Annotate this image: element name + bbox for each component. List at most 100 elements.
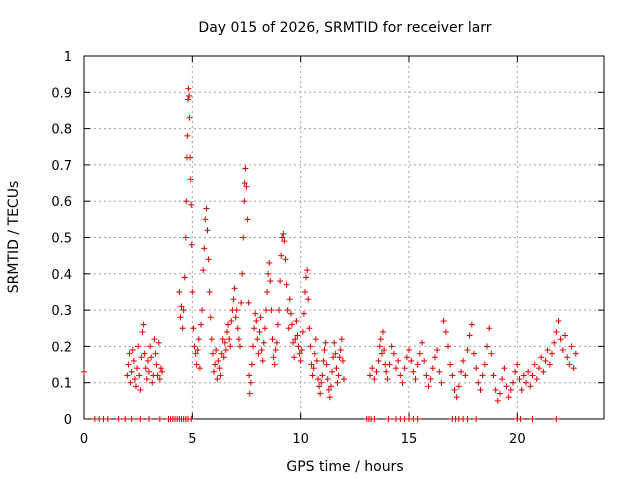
data-point xyxy=(385,416,392,422)
data-point xyxy=(383,368,390,375)
data-point xyxy=(568,343,575,350)
data-point xyxy=(414,361,421,368)
data-point xyxy=(200,267,207,274)
data-point xyxy=(155,339,162,346)
data-point xyxy=(313,357,320,364)
data-point xyxy=(447,361,454,368)
data-point xyxy=(191,343,198,350)
data-point xyxy=(464,416,471,422)
data-point xyxy=(211,368,217,375)
data-point xyxy=(401,365,408,372)
data-point xyxy=(188,201,195,208)
data-point xyxy=(471,350,477,357)
data-point xyxy=(333,365,340,372)
data-point xyxy=(473,365,480,372)
data-point xyxy=(510,379,516,386)
data-point xyxy=(337,347,344,354)
data-point xyxy=(124,372,131,379)
data-point xyxy=(455,383,462,390)
data-point xyxy=(207,314,214,321)
data-point xyxy=(388,343,395,350)
data-point xyxy=(186,92,193,99)
data-point xyxy=(566,361,573,368)
data-point xyxy=(393,365,399,372)
data-point xyxy=(225,321,232,328)
data-point xyxy=(281,238,288,245)
data-point xyxy=(187,176,194,183)
data-point xyxy=(152,350,159,357)
data-point xyxy=(137,416,144,422)
data-point xyxy=(122,416,129,422)
grid-lines xyxy=(84,56,604,419)
data-point xyxy=(194,347,201,354)
data-point xyxy=(214,376,221,383)
data-point xyxy=(538,354,545,361)
data-point xyxy=(479,372,486,379)
data-point xyxy=(395,357,402,364)
data-point xyxy=(140,321,147,328)
x-tick-label: 15 xyxy=(401,432,418,447)
data-point xyxy=(278,252,285,259)
data-point xyxy=(154,372,161,379)
data-point xyxy=(490,372,497,379)
data-point xyxy=(514,361,521,368)
data-point xyxy=(380,328,386,335)
data-point xyxy=(555,317,562,324)
data-point xyxy=(193,361,200,368)
data-point xyxy=(390,350,397,357)
data-point xyxy=(233,307,240,314)
data-point xyxy=(329,368,336,375)
data-point xyxy=(434,347,441,354)
data-point xyxy=(257,314,264,321)
data-point xyxy=(311,350,318,357)
data-point xyxy=(505,394,512,401)
data-point xyxy=(206,288,213,295)
x-tick-label: 0 xyxy=(80,432,88,447)
x-axis-label: GPS time / hours xyxy=(286,459,403,475)
data-point xyxy=(384,376,391,383)
data-point xyxy=(369,365,376,372)
data-point xyxy=(335,372,342,379)
data-point xyxy=(298,347,305,354)
data-point xyxy=(529,372,536,379)
data-point xyxy=(572,350,579,357)
data-point xyxy=(219,336,226,343)
data-point xyxy=(377,336,384,343)
data-point xyxy=(185,96,191,103)
y-tick-label: 0.4 xyxy=(51,268,72,283)
data-point xyxy=(460,357,467,364)
x-tick-label: 10 xyxy=(292,432,309,447)
data-point xyxy=(133,383,139,390)
data-point xyxy=(254,336,261,343)
y-tick-label: 0.6 xyxy=(51,195,72,210)
data-point xyxy=(234,325,241,332)
data-point xyxy=(232,314,239,321)
data-point xyxy=(564,354,571,361)
data-point xyxy=(517,416,524,422)
data-point xyxy=(453,394,460,401)
data-point xyxy=(104,416,111,422)
data-point xyxy=(488,350,495,357)
data-point xyxy=(131,376,138,383)
data-point xyxy=(192,350,199,357)
data-point xyxy=(557,336,564,343)
data-point xyxy=(203,205,210,212)
data-point xyxy=(440,317,447,324)
data-point xyxy=(492,386,499,393)
data-point xyxy=(199,307,206,314)
data-point xyxy=(212,361,219,368)
data-point xyxy=(328,383,334,390)
data-point xyxy=(136,372,143,379)
data-point xyxy=(221,339,228,346)
data-point xyxy=(425,383,432,390)
data-point xyxy=(135,343,142,350)
data-point xyxy=(270,354,277,361)
data-point xyxy=(421,357,428,364)
data-point xyxy=(246,372,253,379)
data-point xyxy=(187,154,194,161)
data-point xyxy=(570,365,577,372)
data-point xyxy=(308,361,315,368)
data-point xyxy=(540,368,547,375)
data-point xyxy=(242,165,249,172)
data-point xyxy=(412,376,419,383)
